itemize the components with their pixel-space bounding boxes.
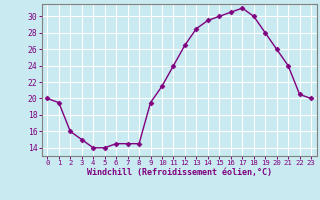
X-axis label: Windchill (Refroidissement éolien,°C): Windchill (Refroidissement éolien,°C) — [87, 168, 272, 177]
